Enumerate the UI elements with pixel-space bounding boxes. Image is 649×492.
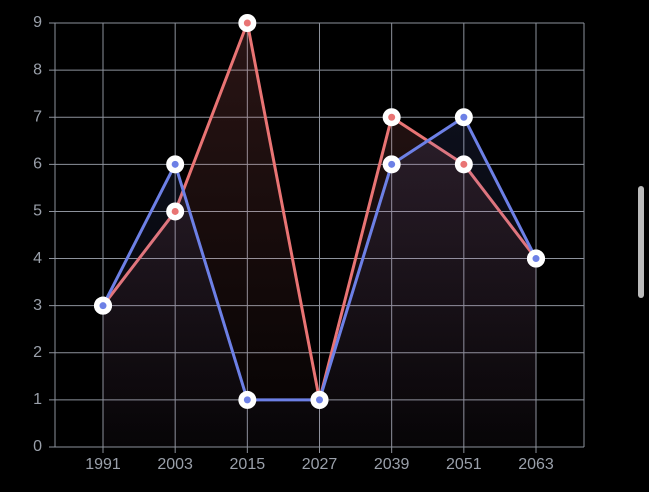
y-tick-label: 2 bbox=[33, 344, 42, 361]
scrollbar[interactable] bbox=[638, 186, 644, 298]
point bbox=[99, 302, 107, 310]
x-tick-label: 1991 bbox=[85, 456, 121, 473]
point bbox=[460, 160, 468, 168]
area bbox=[103, 117, 536, 447]
y-tick-label: 3 bbox=[33, 297, 42, 314]
y-tick-label: 4 bbox=[33, 250, 42, 267]
point bbox=[460, 113, 468, 121]
y-tick-label: 5 bbox=[33, 203, 42, 220]
x-tick-label: 2063 bbox=[518, 456, 554, 473]
point bbox=[171, 160, 179, 168]
y-tick-label: 6 bbox=[33, 156, 42, 173]
point bbox=[243, 19, 251, 27]
point bbox=[316, 396, 323, 404]
y-tick-label: 1 bbox=[33, 391, 42, 408]
point bbox=[388, 113, 396, 121]
point bbox=[388, 160, 396, 168]
y-tick-label: 7 bbox=[33, 108, 42, 125]
x-tick-label: 2003 bbox=[157, 456, 193, 473]
point bbox=[532, 255, 540, 263]
point bbox=[243, 396, 251, 404]
x-tick-label: 2039 bbox=[374, 456, 410, 473]
y-tick-label: 8 bbox=[33, 61, 42, 78]
x-tick-label: 2027 bbox=[302, 456, 338, 473]
y-tick-label: 9 bbox=[33, 14, 42, 31]
y-tick-label: 0 bbox=[33, 438, 42, 455]
point bbox=[171, 207, 179, 215]
x-tick-label: 2051 bbox=[446, 456, 482, 473]
x-tick-label: 2015 bbox=[230, 456, 266, 473]
